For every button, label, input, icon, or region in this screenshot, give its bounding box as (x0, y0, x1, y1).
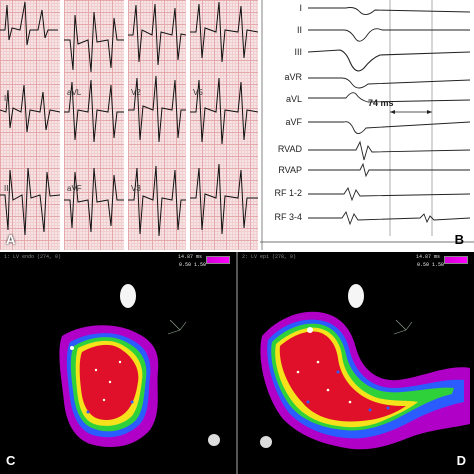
ecg-strip-col3: V2 V3 (128, 0, 186, 250)
ecg-trace-col1 (0, 1, 60, 236)
lead-label: III (4, 184, 11, 193)
ecg-strip-col2: aVL aVF (64, 0, 124, 250)
ecg-strip-col4: V5 (190, 0, 258, 250)
intracardiac-egm-panel: I II III aVR aVL aVF RVAD RVAP RF 1-2 RF… (260, 0, 474, 250)
panel-label-a: A (6, 232, 16, 247)
panel-label-b: B (454, 232, 464, 247)
channel-label: II (296, 25, 302, 35)
lead-label: aVL (67, 88, 82, 97)
channel-label: I (299, 3, 302, 13)
scale-high-label: 1.50 (431, 262, 444, 268)
lead-label: V3 (131, 184, 141, 193)
ecg-12-lead-panel: II III aVL aVF V2 V3 V5 A (0, 0, 258, 250)
channel-label: RF 1-2 (274, 188, 302, 198)
lead-label: aVF (67, 184, 82, 193)
channel-label: aVF (285, 117, 302, 127)
heart-orientation-icon (260, 436, 272, 448)
interval-measurement: 74 ms (368, 98, 394, 108)
scale-range: 0.50 1.50 (179, 262, 206, 268)
lead-label: V5 (193, 88, 203, 97)
scale-high-label: 1.50 (193, 262, 206, 268)
scale-low-label: 0.50 (416, 262, 429, 268)
map-header: 1: LV endo (274, 0) (4, 254, 62, 260)
lead-label: II (4, 94, 9, 103)
orientation-icon (167, 319, 187, 335)
voltage-scale-bar (206, 256, 230, 264)
ecg-trace-col3 (128, 3, 186, 237)
voltage-scale-bar (444, 256, 468, 264)
head-icon (120, 284, 136, 308)
head-icon (348, 284, 364, 308)
heart-orientation-icon (208, 434, 220, 446)
scale-max-label: 14.87 ms (177, 254, 202, 260)
channel-label: RVAD (277, 144, 302, 154)
voltage-map-d (260, 284, 470, 450)
electroanatomic-map-epi: 2: LV epi (278, 0) 14.87 ms 0.50 1.50 D (238, 252, 474, 474)
channel-label: aVL (285, 94, 302, 104)
channel-label: RVAP (278, 165, 302, 175)
egm-traces (260, 0, 474, 250)
ecg-trace-col2 (64, 11, 124, 233)
lead-label: V2 (131, 88, 141, 97)
orientation-icon (393, 319, 413, 335)
voltage-map-c (59, 284, 220, 448)
channel-label: aVR (284, 72, 302, 82)
electroanatomic-map-endo: 1: LV endo (274, 0) 14.87 ms 0.50 1.50 C (0, 252, 236, 474)
channel-label: III (294, 47, 302, 57)
scale-max-label: 14.87 ms (415, 254, 440, 260)
panel-label-d: D (456, 453, 466, 468)
scale-range: 0.50 1.50 (417, 262, 444, 268)
panel-divider (236, 252, 238, 474)
channel-label: RF 3-4 (274, 212, 302, 222)
ecg-strip-col1: II III (0, 0, 60, 250)
ecg-trace-col4 (190, 1, 258, 235)
map-header: 2: LV epi (278, 0) (242, 254, 297, 260)
scale-low-label: 0.50 (178, 262, 191, 268)
panel-label-c: C (6, 453, 16, 468)
